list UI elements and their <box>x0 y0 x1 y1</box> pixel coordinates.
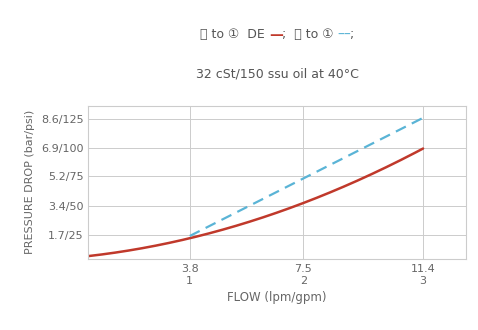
Text: —: — <box>269 28 283 42</box>
Text: 32 cSt/150 ssu oil at 40°C: 32 cSt/150 ssu oil at 40°C <box>196 68 358 81</box>
Text: ;  ⓒ to ①: ; ⓒ to ① <box>282 28 337 41</box>
Text: ⓑ to ①  DE: ⓑ to ① DE <box>200 28 269 41</box>
Y-axis label: PRESSURE DROP (bar/psi): PRESSURE DROP (bar/psi) <box>25 110 35 254</box>
Text: ––: –– <box>337 28 351 42</box>
Text: ;: ; <box>350 28 354 41</box>
X-axis label: FLOW (lpm/gpm): FLOW (lpm/gpm) <box>228 291 327 304</box>
